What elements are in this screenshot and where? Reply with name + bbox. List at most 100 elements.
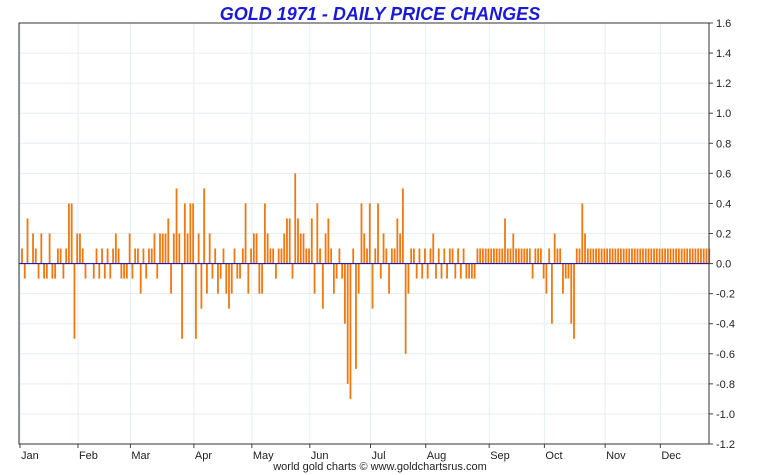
bar bbox=[101, 248, 103, 264]
bar bbox=[81, 248, 84, 264]
bar bbox=[437, 248, 440, 264]
bar bbox=[689, 248, 691, 264]
x-tick-label: Jan bbox=[21, 450, 39, 462]
bar bbox=[664, 248, 666, 264]
bar bbox=[161, 233, 164, 264]
bar bbox=[631, 248, 633, 264]
bar bbox=[23, 263, 26, 279]
chart-title: GOLD 1971 - DAILY PRICE CHANGES bbox=[219, 4, 541, 24]
bar bbox=[644, 248, 647, 264]
bar bbox=[418, 248, 421, 264]
bar bbox=[443, 248, 446, 264]
bar bbox=[73, 263, 76, 339]
bar bbox=[584, 233, 586, 264]
bar bbox=[534, 248, 537, 264]
bar bbox=[59, 248, 62, 264]
bar bbox=[520, 248, 523, 264]
bar bbox=[393, 248, 396, 264]
x-tick-label: Apr bbox=[195, 450, 212, 462]
y-tick-label: -0.6 bbox=[716, 349, 735, 361]
bar bbox=[655, 248, 658, 264]
bar bbox=[277, 248, 280, 264]
bar bbox=[68, 203, 70, 264]
bar bbox=[589, 248, 592, 264]
bar bbox=[377, 203, 379, 264]
bar bbox=[479, 248, 482, 264]
y-tick-label: -0.8 bbox=[716, 379, 735, 391]
bar bbox=[415, 263, 418, 279]
bar bbox=[164, 233, 167, 264]
bar bbox=[26, 218, 29, 264]
bar bbox=[363, 233, 366, 264]
bar bbox=[672, 248, 675, 264]
bar bbox=[355, 263, 357, 369]
bar bbox=[573, 263, 575, 339]
bar bbox=[476, 248, 479, 264]
bar bbox=[217, 263, 219, 294]
bar bbox=[578, 248, 581, 264]
y-tick-label: 1.0 bbox=[716, 108, 731, 120]
y-tick-label: 0.4 bbox=[716, 198, 731, 210]
bar bbox=[159, 233, 161, 264]
bar bbox=[252, 233, 255, 264]
bar bbox=[167, 218, 170, 264]
bar bbox=[677, 248, 680, 264]
bar bbox=[628, 248, 631, 264]
x-tick-label: Dec bbox=[661, 450, 681, 462]
bar bbox=[37, 263, 40, 279]
bar bbox=[633, 248, 636, 264]
bar bbox=[98, 263, 101, 279]
bar bbox=[509, 248, 512, 264]
bar bbox=[661, 248, 664, 264]
bar bbox=[512, 233, 515, 264]
bar bbox=[639, 248, 642, 264]
bar bbox=[669, 248, 672, 264]
bar bbox=[239, 263, 241, 279]
bar bbox=[606, 248, 609, 264]
bar bbox=[332, 263, 335, 294]
bar bbox=[32, 233, 34, 264]
bar bbox=[103, 263, 106, 279]
bar bbox=[211, 263, 214, 279]
y-tick-label: 1.2 bbox=[716, 78, 731, 90]
bar bbox=[675, 248, 678, 264]
chart-footer: world gold charts © www.goldchartsrus.co… bbox=[273, 461, 487, 473]
bar bbox=[222, 248, 225, 264]
bar bbox=[308, 248, 310, 264]
bar bbox=[454, 263, 457, 279]
bar bbox=[150, 248, 153, 264]
bar bbox=[280, 248, 283, 264]
bar bbox=[92, 263, 95, 279]
bar bbox=[283, 233, 286, 264]
bar bbox=[48, 233, 51, 264]
bar bbox=[379, 263, 382, 279]
x-tick-label: May bbox=[253, 450, 274, 462]
bar bbox=[487, 248, 490, 264]
bar bbox=[446, 263, 448, 279]
bar bbox=[321, 263, 324, 309]
bar bbox=[175, 188, 178, 264]
y-tick-label: -1.0 bbox=[716, 409, 735, 421]
bar bbox=[117, 248, 120, 264]
bar bbox=[45, 263, 48, 279]
bar bbox=[490, 248, 493, 264]
x-tick-label: Oct bbox=[545, 450, 562, 462]
bars bbox=[21, 173, 711, 399]
bar bbox=[553, 233, 556, 264]
bar bbox=[54, 263, 57, 279]
bar bbox=[702, 248, 705, 264]
bar bbox=[539, 248, 542, 264]
bar bbox=[429, 248, 432, 264]
bar bbox=[299, 233, 302, 264]
bar bbox=[225, 263, 228, 294]
bar bbox=[297, 218, 299, 264]
bar bbox=[95, 248, 98, 264]
bar bbox=[186, 233, 189, 264]
bar bbox=[244, 203, 247, 264]
x-tick-label: Mar bbox=[131, 450, 150, 462]
bar bbox=[603, 248, 606, 264]
bar bbox=[324, 233, 327, 264]
bar bbox=[597, 248, 600, 264]
x-tick-label: Nov bbox=[606, 450, 626, 462]
bar bbox=[250, 248, 252, 264]
